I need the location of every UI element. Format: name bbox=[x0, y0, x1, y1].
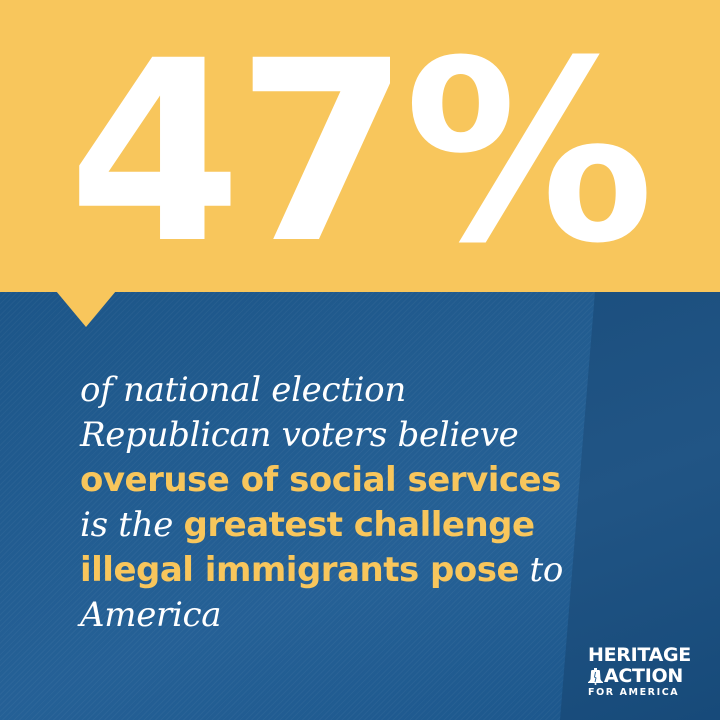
statement-line-4-highlight: greatest challenge bbox=[183, 505, 536, 545]
statement-line-2: Republican voters believe bbox=[80, 415, 519, 455]
statement-text: of national election Republican voters b… bbox=[80, 368, 600, 638]
statement-line-4-pre: is the bbox=[80, 505, 184, 545]
statement-line-5-highlight: illegal immigrants pose bbox=[80, 550, 520, 590]
statement-line-3: overuse of social services bbox=[80, 460, 561, 500]
speech-pointer bbox=[56, 291, 116, 327]
heritage-action-logo: HERITAGE ACTION FOR AMERICA bbox=[588, 645, 700, 699]
background-shading bbox=[0, 292, 720, 720]
statement-line-6: America bbox=[80, 595, 222, 635]
stat-percentage: 47% bbox=[68, 7, 654, 298]
statement-line-1: of national election bbox=[80, 370, 406, 410]
statement-line-4: is the greatest challenge bbox=[80, 503, 600, 548]
logo-line-1: HERITAGE bbox=[588, 644, 691, 666]
stat-banner: 47% bbox=[0, 0, 720, 292]
statement-line-5-post: to bbox=[519, 550, 564, 590]
logo-line-3: FOR AMERICA bbox=[588, 687, 680, 698]
statement-line-5: illegal immigrants pose to bbox=[80, 548, 600, 593]
liberty-bell-icon bbox=[588, 668, 603, 685]
logo-line-2: ACTION bbox=[588, 666, 700, 687]
logo-line-2-text: ACTION bbox=[604, 665, 683, 687]
